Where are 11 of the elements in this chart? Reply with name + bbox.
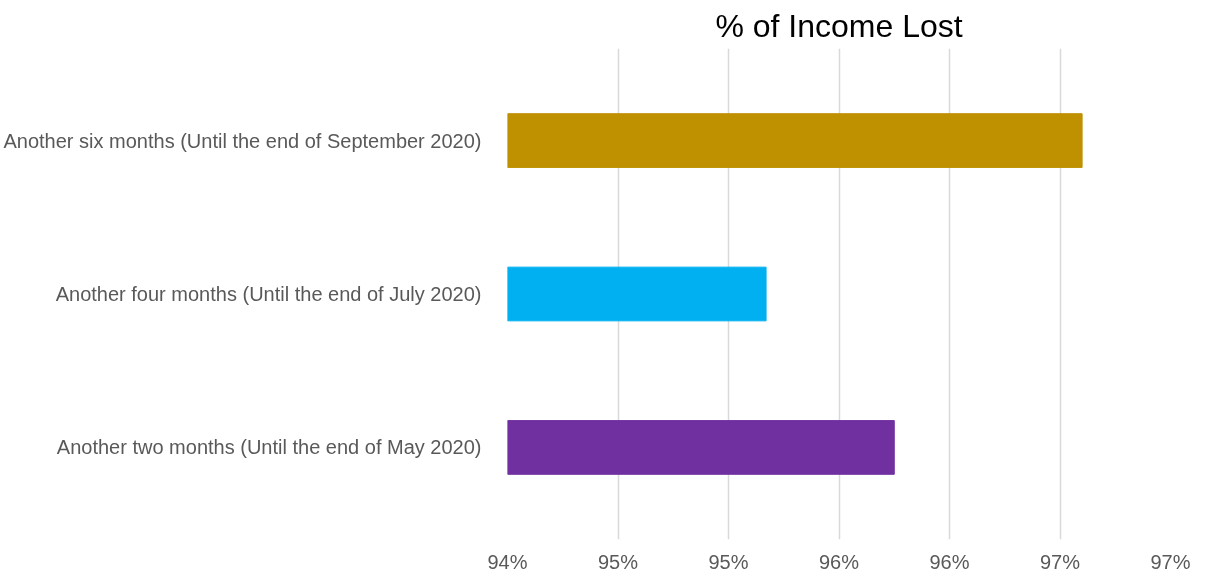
y-tick-label: Another four months (Until the end of July 2020) [55,283,482,305]
y-tick-label: Another two months (Until the end of May 2020) [56,436,482,459]
x-tick-label: 96% [929,550,970,573]
x-tick-label: 96% [818,550,860,573]
x-tick-label: 95% [708,550,749,573]
x-tick-label: 97% [1150,550,1191,573]
chart-title: % of Income Lost [715,7,963,44]
x-tick-label: 95% [597,550,639,573]
x-tick-label: 94% [487,550,528,573]
x-tick-label: 97% [1039,550,1081,573]
y-tick-label: Another six months (Until the end of September 2020) [3,129,482,152]
